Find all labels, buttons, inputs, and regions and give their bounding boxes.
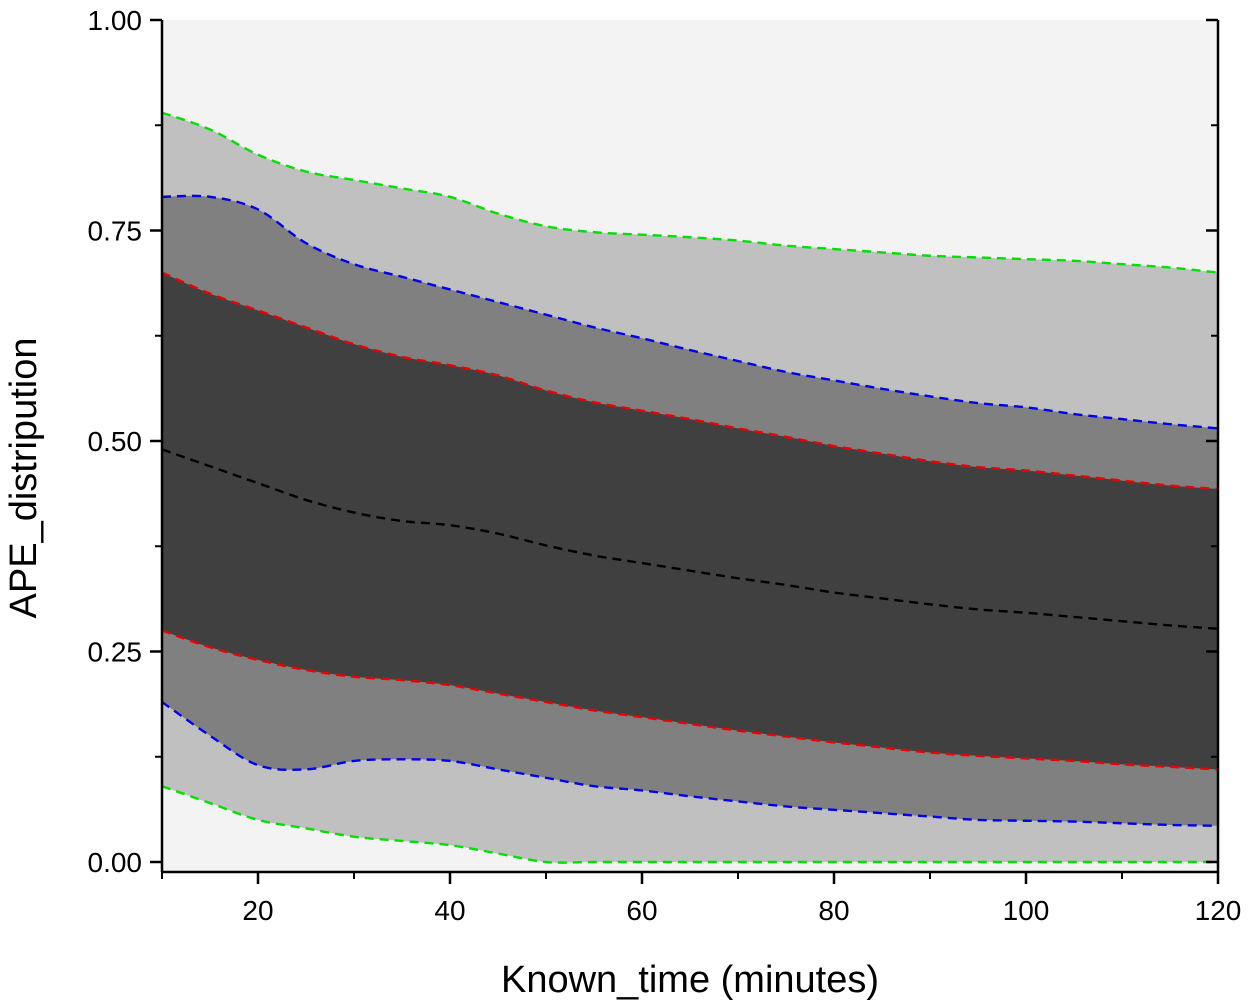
y-axis-title: APE_distripution (3, 338, 45, 619)
middle-band-upper-edge (161, 194, 1219, 430)
x-tick-label: 100 (1003, 895, 1050, 926)
bands-layer (162, 112, 1218, 863)
x-tick-label: 60 (626, 895, 657, 926)
y-tick-label: 0.50 (88, 426, 143, 457)
x-tick-label: 40 (434, 895, 465, 926)
y-tick-label: 1.00 (88, 5, 143, 36)
inner-band-upper-edge (161, 271, 1219, 491)
middle-band-lower-edge (161, 701, 1219, 827)
median-line (161, 448, 1219, 630)
x-tick-label: 120 (1195, 895, 1242, 926)
ticks-layer: 0.00 0.25 0.50 0.75 1.00 20 40 60 80 100 120 (88, 5, 1242, 926)
y-tick-label: 0.00 (88, 847, 143, 878)
y-tick-label: 0.25 (88, 637, 143, 668)
outer-band-lower-edge (161, 785, 1218, 864)
inner-band-area (162, 272, 1218, 770)
inner-band-lower-edge (161, 629, 1219, 771)
axes-layer (160, 20, 1220, 874)
x-tick-label: 80 (818, 895, 849, 926)
y-tick-label: 0.75 (88, 216, 143, 247)
x-tick-label: 20 (242, 895, 273, 926)
x-axis-title: Known_time (minutes) (501, 959, 879, 1001)
outer-band-upper-edge (161, 111, 1219, 274)
band-edges-layer (161, 111, 1219, 864)
median-layer (161, 448, 1219, 630)
